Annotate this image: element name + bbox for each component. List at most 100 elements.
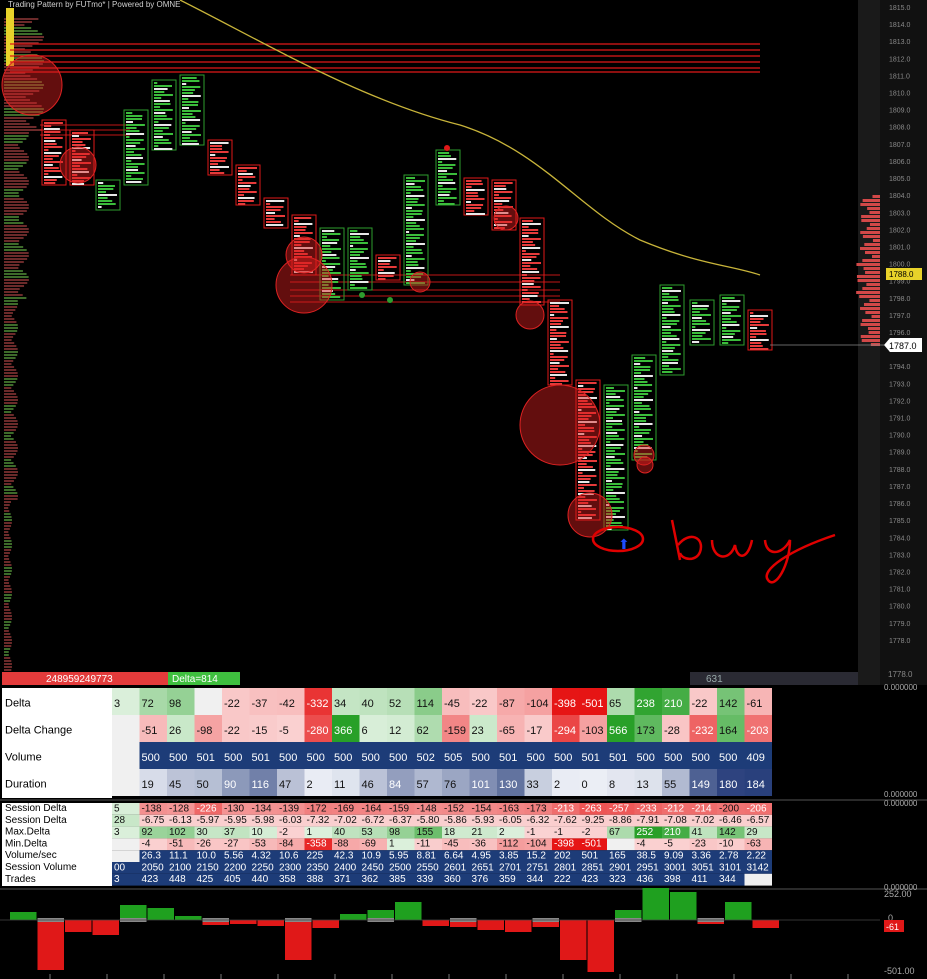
table-cell [469, 769, 497, 796]
footprint-level [438, 182, 456, 184]
table-cell-text: 2851 [582, 862, 605, 873]
signal-dot [444, 145, 450, 151]
footprint-candle[interactable] [519, 217, 545, 306]
footprint-level [154, 91, 165, 93]
table-cell [689, 838, 717, 851]
footprint-level [578, 388, 595, 390]
footprint-level [266, 221, 281, 223]
left-profile-bar [4, 150, 25, 152]
svg-text:-61: -61 [886, 922, 899, 932]
footprint-level [578, 487, 584, 489]
footprint-candle[interactable] [263, 197, 289, 229]
table-cell-text: 19 [142, 779, 154, 791]
footprint-level [550, 305, 560, 307]
footprint-level [550, 365, 569, 367]
footprint-level [550, 341, 569, 343]
left-profile-bar [4, 282, 28, 284]
footprint-level [550, 371, 566, 373]
table-cell-text: 165 [609, 850, 626, 861]
footprint-candle[interactable] [403, 174, 429, 286]
table-cell-text: 500 [719, 752, 737, 764]
profile-bar [865, 311, 880, 314]
footprint-level [606, 417, 614, 419]
footprint-level [406, 270, 411, 272]
volume-cluster-circle [59, 146, 97, 184]
table-cell-text: -5.80 [417, 815, 440, 826]
left-profile-bar [4, 642, 12, 644]
left-profile-bar [4, 552, 10, 554]
table-cell-text: -213 [554, 803, 574, 814]
footprint-candle[interactable] [291, 214, 317, 276]
table-cell-text: 4.32 [252, 850, 272, 861]
table-cell [524, 862, 552, 874]
table-cell-text: 501 [582, 850, 599, 861]
table-cell [744, 769, 772, 796]
footprint-candle[interactable] [603, 384, 629, 531]
table-cell [607, 873, 635, 886]
left-profile-bar [4, 312, 13, 314]
footprint-level [662, 371, 673, 373]
table-cell-text: -134 [252, 803, 272, 814]
footprint-candle[interactable] [41, 119, 67, 186]
table-cell-text: 4.95 [472, 850, 492, 861]
hist-bottom-label: -501.00 [884, 966, 915, 976]
table-cell-text: -5.97 [197, 815, 220, 826]
footprint-candle[interactable] [575, 379, 601, 521]
table-cell-text: 501 [582, 752, 600, 764]
footprint-level [578, 514, 596, 516]
table-cell [167, 814, 195, 827]
left-profile-bar [4, 165, 23, 167]
footprint-candle[interactable] [375, 254, 401, 281]
table-cell [167, 715, 195, 742]
price-tick: 1791.0 [889, 416, 911, 423]
footprint-candle[interactable] [689, 299, 715, 346]
footprint-level [606, 465, 611, 467]
profile-bar [862, 235, 880, 238]
footprint-level [154, 100, 170, 102]
footprint-level [438, 155, 451, 157]
footprint-candle[interactable] [631, 354, 657, 461]
footprint-level [634, 447, 652, 449]
footprint-level [550, 338, 557, 340]
left-profile-bar [4, 567, 12, 569]
footprint-candle[interactable] [659, 284, 685, 376]
left-profile-bar [4, 501, 11, 503]
left-profile-bar [4, 360, 14, 362]
session-label-panel [2, 803, 112, 886]
footprint-level [350, 278, 363, 280]
footprint-level [578, 475, 597, 477]
footprint-level [578, 421, 597, 423]
profile-bar [871, 315, 880, 318]
footprint-level [662, 326, 671, 328]
footprint-level [406, 234, 424, 236]
footprint-candle[interactable] [347, 227, 373, 291]
table-cell [139, 769, 167, 796]
footprint-level [722, 318, 731, 320]
footprint-level [44, 146, 63, 148]
footprint-level [522, 253, 540, 255]
table-cell-text: -128 [169, 803, 189, 814]
footprint-level [578, 427, 594, 429]
table-cell-text: 448 [169, 874, 186, 885]
table-cell-text: -53 [252, 839, 267, 850]
footprint-candle[interactable] [95, 179, 121, 211]
table-cell-text: -7.62 [554, 815, 577, 826]
table-cell [634, 742, 662, 769]
footprint-level [662, 299, 679, 301]
footprint-level [182, 89, 195, 91]
footprint-candle[interactable] [719, 294, 745, 346]
profile-bar [862, 259, 880, 262]
table-cell-text: 440 [252, 874, 269, 885]
footprint-candles[interactable] [41, 74, 773, 531]
footprint-candle[interactable] [207, 139, 233, 176]
footprint-level [606, 390, 625, 392]
footprint-level [154, 121, 159, 123]
table-cell [332, 826, 360, 839]
table-cell [414, 873, 442, 886]
footprint-candle[interactable] [235, 164, 261, 206]
footprint-candle[interactable] [123, 109, 149, 186]
table-cell-text: -358 [307, 839, 327, 850]
footprint-level [438, 200, 444, 202]
table-cell-text: 1 [389, 839, 395, 850]
